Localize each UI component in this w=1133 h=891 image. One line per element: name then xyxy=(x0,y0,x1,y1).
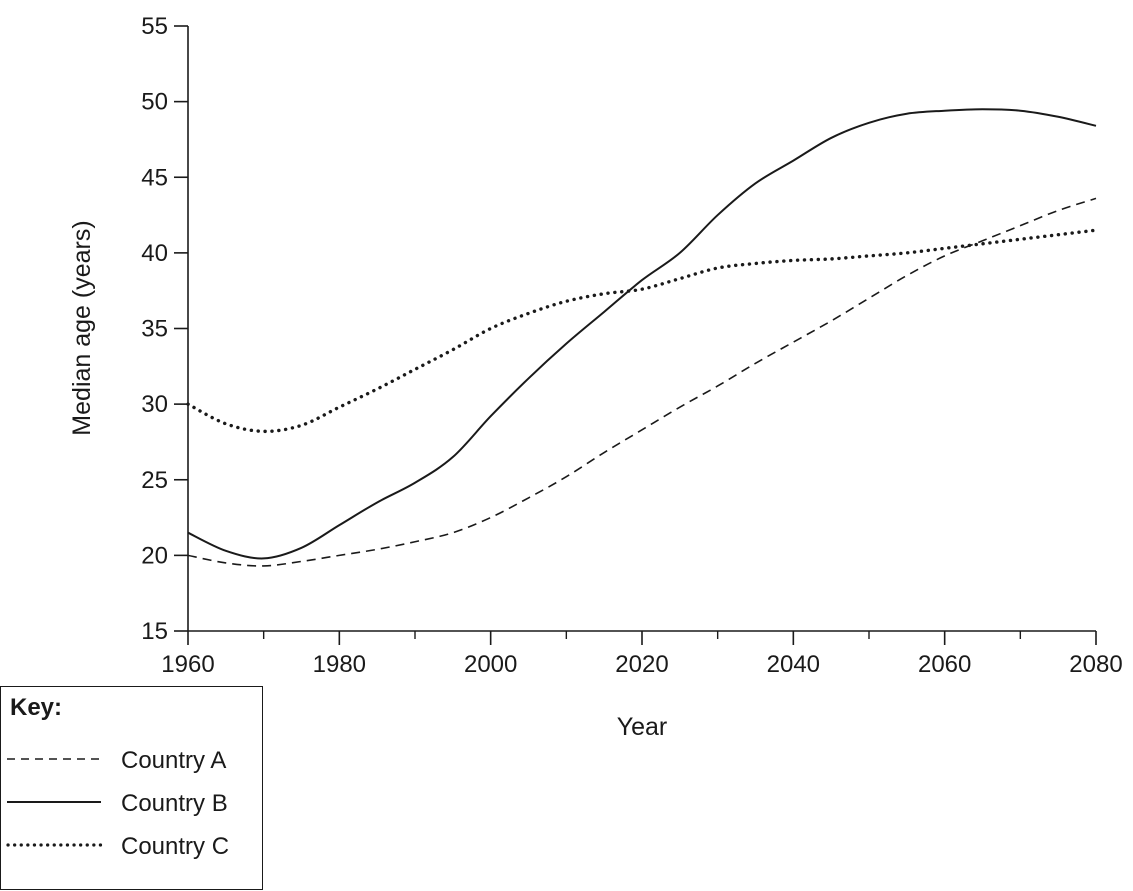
x-tick-label: 2020 xyxy=(615,651,668,678)
y-tick-label: 15 xyxy=(141,618,168,645)
x-tick-label: 2060 xyxy=(918,651,971,678)
y-tick-label: 20 xyxy=(141,542,168,569)
legend-label-country-b: Country B xyxy=(121,790,228,817)
axes-layer xyxy=(187,26,1096,632)
ticks-layer: 15 20 25 30 35 40 45 50 55 1960 1980 2000 2020 2040 20… xyxy=(141,13,1122,678)
x-tick-label: 1980 xyxy=(313,651,366,678)
y-tick-label: 35 xyxy=(141,316,168,343)
x-axis-title: Year xyxy=(617,713,668,741)
dashed-line-swatch-icon xyxy=(7,758,101,760)
legend-title: Key: xyxy=(10,694,63,721)
legend-item-country-b: Country B xyxy=(1,782,264,822)
dotted-line-swatch-icon xyxy=(6,843,103,847)
y-tick-label: 50 xyxy=(141,89,168,116)
legend-item-country-a: Country A xyxy=(1,739,264,779)
legend-label-country-c: Country C xyxy=(121,833,230,860)
series-line-country-a xyxy=(187,197,1097,567)
y-tick-label: 55 xyxy=(141,13,168,40)
y-tick-label: 25 xyxy=(141,467,168,494)
x-tick-label: 2040 xyxy=(767,651,820,678)
legend-label-country-a: Country A xyxy=(121,747,227,774)
legend-box: Key: Country A Country B Country C xyxy=(0,686,263,890)
y-tick-label: 40 xyxy=(141,240,168,267)
y-tick-label: 30 xyxy=(141,391,168,418)
legend-item-country-c: Country C xyxy=(1,825,264,865)
solid-line-swatch-icon xyxy=(7,801,101,803)
x-tick-label: 1960 xyxy=(161,651,214,678)
y-axis-title: Median age (years) xyxy=(68,220,96,435)
series-line-country-c xyxy=(186,228,1098,434)
x-tick-label: 2000 xyxy=(464,651,517,678)
series-layer xyxy=(186,108,1098,567)
series-line-country-b xyxy=(187,108,1097,560)
y-tick-label: 45 xyxy=(141,164,168,191)
x-tick-label: 2080 xyxy=(1069,651,1122,678)
